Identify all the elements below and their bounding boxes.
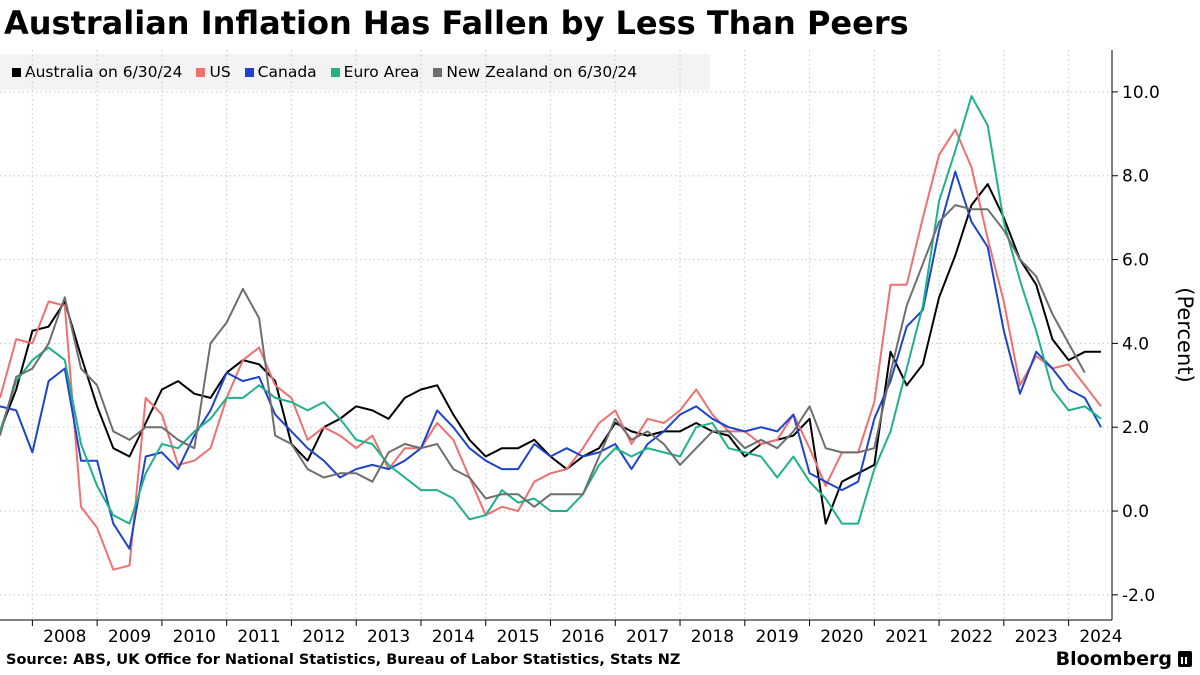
x-tick-label: 2024	[1079, 627, 1122, 647]
chart-legend: Australia on 6/30/24 US Canada Euro Area New…	[0, 54, 710, 90]
legend-item: Euro Area	[330, 63, 420, 81]
series-line-canada	[0, 170, 1102, 550]
legend-swatch	[330, 67, 340, 77]
x-tick-label: 2018	[691, 627, 734, 647]
y-tick-label: 10.0	[1122, 83, 1160, 103]
y-tick-label: 0.0	[1122, 502, 1149, 522]
legend-label: US	[209, 63, 231, 81]
y-tick-label: -2.0	[1122, 586, 1155, 606]
legend-swatch	[12, 67, 21, 77]
x-tick-label: 2023	[1015, 627, 1058, 647]
x-tick-label: 2022	[950, 627, 993, 647]
x-tick-label: 2021	[885, 627, 928, 647]
series-line-us	[0, 128, 1102, 571]
legend-item: Canada	[244, 63, 317, 81]
x-tick-label: 2019	[756, 627, 799, 647]
x-tick-label: 2015	[496, 627, 539, 647]
x-tick-label: 2012	[302, 627, 345, 647]
legend-swatch	[433, 67, 443, 77]
x-tick-label: 2014	[432, 627, 475, 647]
legend-label: Australia on 6/30/24	[25, 63, 183, 81]
legend-item: US	[196, 63, 231, 81]
x-tick-label: 2017	[626, 627, 669, 647]
y-tick-label: 8.0	[1122, 167, 1149, 187]
legend-label: Euro Area	[343, 63, 420, 81]
x-tick-label: 2009	[108, 627, 151, 647]
series-line-new-zealand-on-6-30-24	[0, 204, 1086, 508]
brand-logo: Bloomberg	[1056, 648, 1192, 670]
x-tick-label: 2008	[43, 627, 86, 647]
legend-label: New Zealand on 6/30/24	[446, 63, 638, 81]
x-tick-label: 2016	[561, 627, 604, 647]
y-tick-label: 6.0	[1122, 251, 1149, 271]
legend-item: New Zealand on 6/30/24	[433, 63, 637, 81]
y-axis-title: (Percent)	[1173, 287, 1197, 382]
chart-title: Australian Inflation Has Fallen by Less …	[4, 4, 909, 42]
bloomberg-terminal-icon	[1178, 651, 1192, 667]
x-tick-label: 2011	[237, 627, 280, 647]
x-tick-label: 2020	[820, 627, 863, 647]
legend-swatch	[244, 67, 254, 77]
x-tick-label: 2013	[367, 627, 410, 647]
x-tick-label: 2010	[173, 627, 216, 647]
source-note: Source: ABS, UK Office for National Stat…	[6, 652, 681, 668]
legend-swatch	[196, 67, 206, 77]
legend-item: Australia on 6/30/24	[12, 63, 182, 81]
y-tick-label: 4.0	[1122, 334, 1149, 354]
brand-name: Bloomberg	[1055, 648, 1172, 670]
y-tick-label: 2.0	[1122, 418, 1149, 438]
legend-label: Canada	[257, 63, 317, 81]
